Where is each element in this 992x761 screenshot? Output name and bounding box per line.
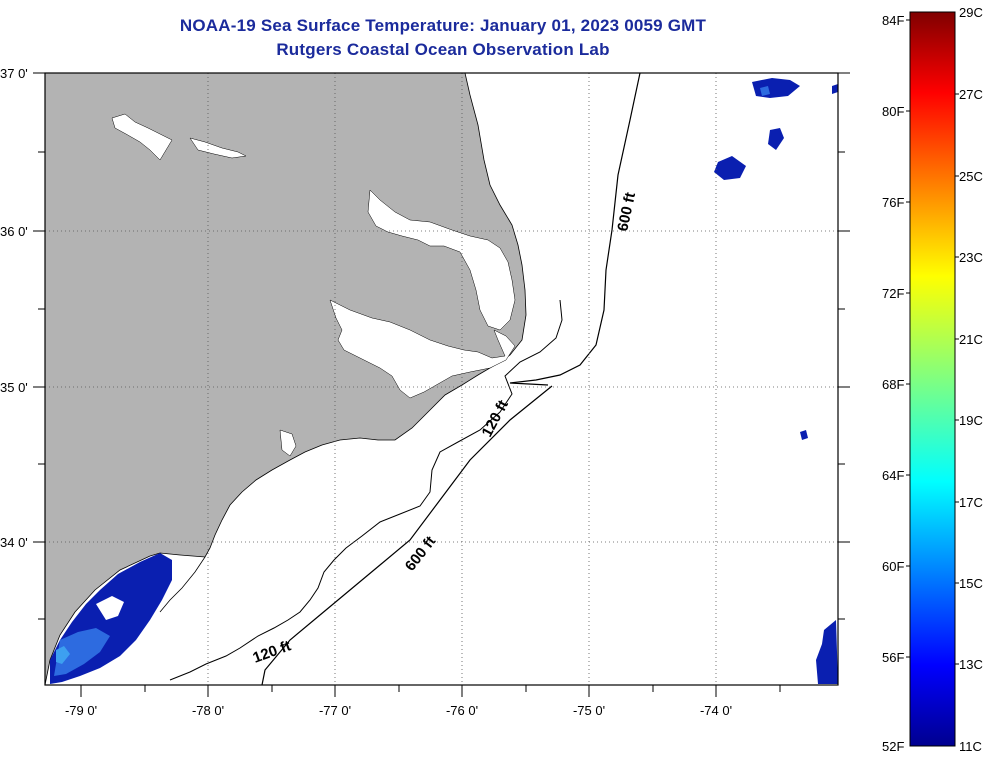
map-title: NOAA-19 Sea Surface Temperature: January… (179, 16, 707, 35)
pamlico-sound (329, 299, 516, 399)
longitude-label: -78 0' (192, 703, 224, 718)
sst-cold-northeast (714, 78, 838, 684)
albemarle-sound (367, 189, 516, 331)
contour-coastal (159, 556, 206, 613)
map-panel: 600 ft 120 ft 600 ft 120 ft (0, 66, 850, 718)
latitude-label: 37 0' (0, 66, 28, 81)
colorbar-celsius-label: 17C (959, 495, 983, 510)
colorbar-celsius-label: 11C (959, 739, 982, 754)
colorbar-fahrenheit-label: 64F (882, 468, 904, 483)
colorbar-fahrenheit-label: 52F (882, 739, 904, 754)
longitude-label: -77 0' (319, 703, 351, 718)
latitude-label: 35 0' (0, 380, 28, 395)
colorbar-panel: 84F 80F 76F 72F 68F 64F 60F 56F 52F 29C … (882, 5, 983, 754)
sst-cold-southwest (50, 553, 172, 684)
colorbar-celsius-label: 23C (959, 250, 983, 265)
colorbar-celsius-label: 25C (959, 169, 983, 184)
colorbar-celsius-label: 27C (959, 87, 983, 102)
contour-120ft (169, 299, 563, 681)
longitude-label: -79 0' (65, 703, 97, 718)
map-subtitle: Rutgers Coastal Ocean Observation Lab (276, 40, 610, 59)
latitude-label: 36 0' (0, 224, 28, 239)
colorbar-celsius-label: 29C (959, 5, 983, 20)
colorbar-celsius-label: 13C (959, 657, 983, 672)
colorbar-fahrenheit-label: 84F (882, 13, 904, 28)
longitude-label: -76 0' (446, 703, 478, 718)
colorbar-celsius-label: 21C (959, 332, 983, 347)
colorbar-fahrenheit-label: 60F (882, 559, 904, 574)
colorbar-fahrenheit-label: 76F (882, 195, 904, 210)
contour-600ft-south (261, 385, 553, 686)
longitude-label: -74 0' (700, 703, 732, 718)
colorbar-fahrenheit-label: 72F (882, 286, 904, 301)
graticule (45, 73, 838, 685)
inland-lake-3 (279, 429, 297, 457)
colorbar-fahrenheit-label: 68F (882, 377, 904, 392)
colorbar-fahrenheit-label: 56F (882, 650, 904, 665)
latitude-label: 34 0' (0, 535, 28, 550)
inland-lake-2 (189, 137, 247, 159)
colorbar-ticks (906, 19, 959, 665)
longitude-label: -75 0' (573, 703, 605, 718)
colorbar-fahrenheit-label: 80F (882, 104, 904, 119)
axis-ticks (33, 72, 850, 697)
colorbar-celsius-label: 19C (959, 413, 983, 428)
colorbar-celsius-label: 15C (959, 576, 983, 591)
map-frame (44, 72, 839, 686)
inland-lake-1 (111, 113, 173, 161)
contour-600ft-north (509, 72, 641, 386)
colorbar (909, 11, 956, 747)
